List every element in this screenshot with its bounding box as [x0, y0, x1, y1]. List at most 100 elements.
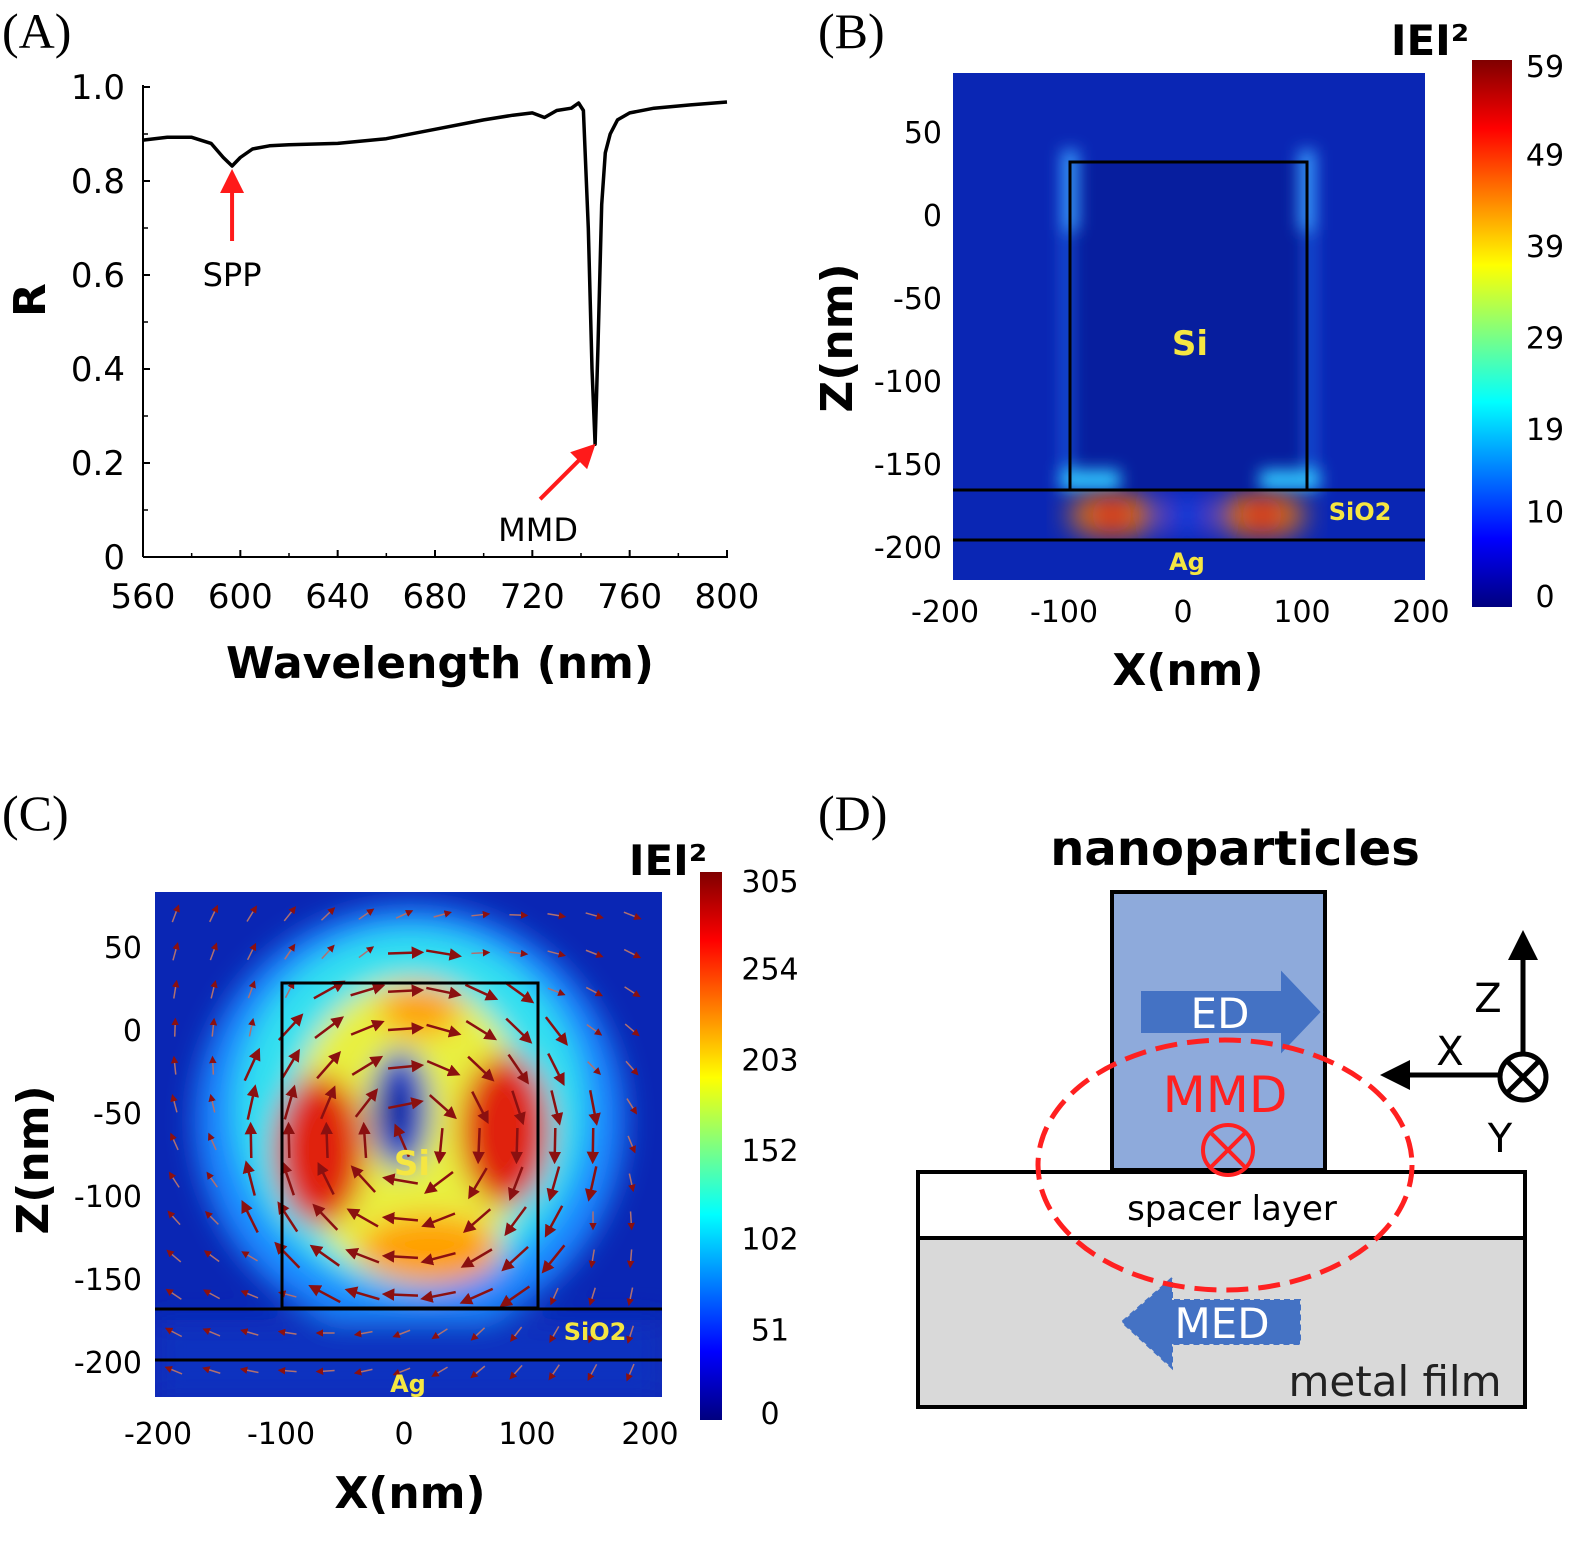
colorbar-tick-label: 305	[741, 865, 798, 900]
field-vector	[170, 1094, 178, 1113]
field-vector	[459, 1287, 494, 1305]
field-vector	[547, 987, 566, 996]
field-vector	[426, 1059, 461, 1077]
field-vector	[628, 1173, 636, 1193]
x-tick-label: 100	[1273, 595, 1330, 630]
field-vector	[240, 1290, 259, 1299]
field-vector	[381, 1288, 419, 1301]
field-vector	[210, 979, 218, 999]
field-vector	[462, 1208, 492, 1233]
field-vector	[548, 1127, 562, 1165]
field-vector	[584, 1166, 598, 1202]
field-vector	[428, 1094, 457, 1120]
colorbar-tick-label: 152	[741, 1134, 798, 1169]
field-vector	[320, 907, 336, 921]
y-tick-label: 0.4	[71, 350, 125, 390]
ed-label: ED	[1191, 989, 1250, 1038]
field-vector	[471, 949, 491, 957]
field-vector	[170, 1055, 179, 1075]
field-vector	[626, 1287, 634, 1307]
field-vector	[504, 1206, 527, 1237]
field-vector	[203, 1289, 221, 1300]
ag-label-c: Ag	[390, 1370, 426, 1398]
x-tick-label: 760	[597, 577, 662, 617]
colorbar-tick-label: 0	[1535, 580, 1554, 615]
field-vector	[541, 1244, 566, 1274]
field-vector	[550, 1287, 559, 1306]
field-vector	[171, 1017, 179, 1037]
metal-label: metal film	[1288, 1357, 1501, 1406]
field-vector	[387, 1022, 425, 1035]
colorbar-tick-label: 102	[741, 1223, 798, 1258]
field-vector	[346, 1208, 379, 1228]
field-vector	[172, 942, 180, 961]
y-tick-label: -200	[874, 531, 942, 566]
field-vector	[509, 911, 529, 919]
field-vector	[627, 1135, 636, 1154]
field-vector	[283, 1084, 298, 1120]
field-vector	[203, 1250, 220, 1263]
ed-arrow	[1139, 965, 1324, 1059]
field-vector	[433, 910, 452, 918]
field-vector	[358, 908, 375, 920]
field-vector	[202, 1328, 221, 1337]
field-vector	[314, 1016, 345, 1039]
y-tick-label: -150	[874, 448, 942, 483]
y-axis-label-b: Z(nm)	[812, 263, 863, 412]
field-vector	[171, 904, 180, 923]
field-vector	[511, 1090, 526, 1126]
panel-label-b: (B)	[818, 3, 885, 59]
field-vector	[242, 1160, 256, 1196]
y-tick-label: -100	[874, 365, 942, 400]
x-tick-label: -200	[124, 1417, 192, 1452]
field-vector	[278, 1290, 297, 1298]
y-tick-label: 0	[123, 1014, 142, 1049]
field-vector	[424, 1170, 454, 1194]
field-vector	[627, 1211, 635, 1231]
field-vector	[241, 1251, 258, 1262]
field-vector	[426, 986, 462, 999]
field-vector	[623, 948, 642, 959]
si-label-c: Si	[394, 1144, 430, 1184]
field-vector	[277, 1366, 297, 1375]
x-tick-label: 200	[1392, 595, 1449, 630]
field-vector	[165, 1288, 182, 1300]
field-vector	[510, 1326, 523, 1342]
field-vector	[470, 1365, 486, 1379]
field-vector	[204, 1210, 219, 1225]
field-vector	[316, 1051, 342, 1080]
field-vector	[588, 1325, 597, 1344]
y-axis-label: R	[5, 283, 56, 317]
heatmap-c	[155, 892, 662, 1397]
y-tick-label: 1.0	[71, 68, 125, 108]
field-vector	[626, 1325, 635, 1344]
field-vector	[625, 1060, 639, 1076]
x-axis-label-b: X(nm)	[1112, 645, 1263, 696]
field-vector	[550, 1090, 564, 1126]
y-tick-label: 0	[923, 199, 942, 234]
si-label: Si	[1172, 324, 1208, 364]
colorbar-tick-label: 203	[741, 1043, 798, 1078]
field-vector	[585, 912, 604, 920]
field-vector	[387, 984, 425, 997]
x-tick-label: -100	[247, 1417, 315, 1452]
colorbar-tick-label: 59	[1526, 50, 1564, 85]
field-vector	[499, 1285, 531, 1308]
field-vector	[431, 1366, 448, 1377]
x-axis-label-d: X	[1436, 1029, 1463, 1075]
y-tick-label: 0.8	[71, 162, 125, 202]
field-vector	[241, 1199, 259, 1233]
field-vector	[312, 1203, 339, 1231]
spacer-layer	[916, 1170, 1527, 1240]
field-vector	[350, 1165, 377, 1193]
field-map-c: Si SiO2 Ag -200 -100 0 100 200 50 0 -50 -100 -150…	[8, 836, 799, 1519]
y-tick-label: -50	[93, 1097, 142, 1132]
med-arrow	[1120, 1275, 1301, 1371]
field-vector	[277, 1328, 297, 1337]
field-vector	[431, 1328, 448, 1340]
field-vector	[588, 1287, 596, 1306]
sio2-label: SiO2	[1329, 498, 1392, 526]
y-tick-label: 0.2	[71, 444, 125, 484]
x-tick-label: 720	[500, 577, 565, 617]
colorbar-tick-label: 51	[751, 1313, 789, 1348]
